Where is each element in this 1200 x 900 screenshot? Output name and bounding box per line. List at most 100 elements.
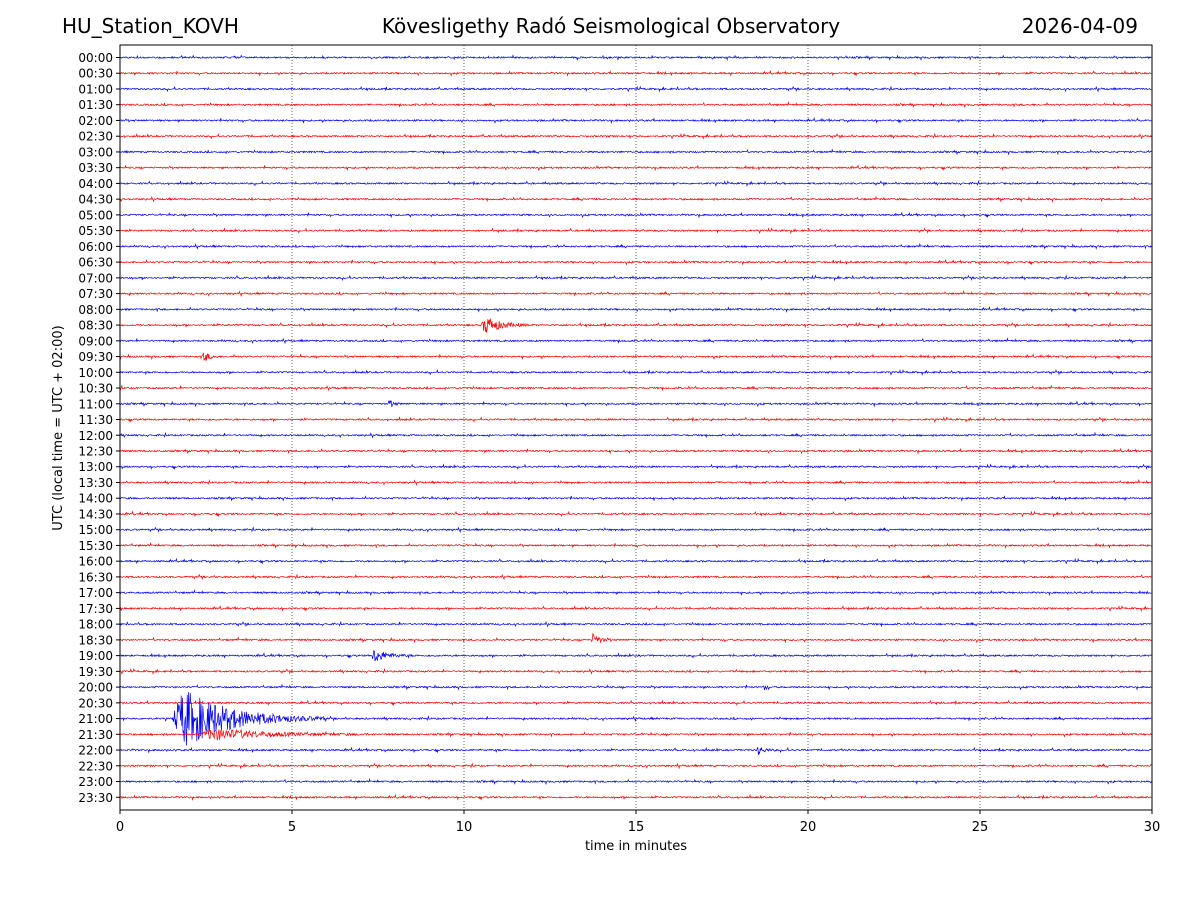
y-tick-label-2130: 21:30: [78, 728, 113, 742]
y-tick-label-0730: 07:30: [78, 287, 113, 301]
trace-0330: [119, 164, 1152, 172]
y-tick-label-1030: 10:30: [78, 382, 113, 396]
y-tick-label-1330: 13:30: [78, 476, 113, 490]
y-tick-label-0000: 00:00: [78, 51, 113, 65]
y-tick-label-1900: 19:00: [78, 649, 113, 663]
trace-2300: [119, 777, 1152, 785]
trace-1030: [119, 384, 1152, 392]
y-tick-label-2030: 20:30: [78, 696, 113, 710]
trace-0130: [119, 101, 1152, 109]
trace-2200: [119, 746, 1152, 755]
trace-1700: [119, 589, 1152, 597]
trace-1530: [119, 541, 1152, 550]
station-name: HU_Station_KOVH: [62, 14, 239, 38]
trace-0230: [119, 132, 1152, 140]
y-tick-label-0500: 05:00: [78, 208, 113, 222]
x-tick-label-0: 0: [116, 820, 124, 835]
y-tick-label-1600: 16:00: [78, 555, 113, 569]
trace-1630: [119, 573, 1152, 581]
trace-0200: [119, 117, 1152, 125]
plot-date: 2026-04-09: [1021, 14, 1138, 38]
y-tick-label-2230: 22:30: [78, 759, 113, 773]
x-axis-label: time in minutes: [585, 839, 687, 854]
y-tick-label-0600: 06:00: [78, 240, 113, 254]
trace-2100: [119, 692, 1152, 746]
x-axis: 0 5 10 15 20 25 30: [116, 810, 1160, 835]
trace-0700: [119, 274, 1152, 282]
y-axis-label: UTC (local time = UTC + 02:00): [51, 325, 66, 530]
y-tick-label-1130: 11:30: [78, 413, 113, 427]
trace-0100: [119, 85, 1152, 93]
y-tick-label-1100: 11:00: [78, 397, 113, 411]
grid-lines: [291, 45, 981, 810]
y-tick-label-0630: 06:30: [78, 256, 113, 270]
y-tick-label-1200: 12:00: [78, 429, 113, 443]
trace-1100: [119, 399, 1152, 408]
trace-0300: [119, 148, 1152, 156]
observatory-title: Kövesligethy Radó Seismological Observat…: [381, 14, 841, 38]
y-tick-label-0300: 03:00: [78, 145, 113, 159]
y-tick-label-0030: 00:30: [78, 67, 113, 81]
y-tick-label-0200: 02:00: [78, 114, 113, 128]
trace-1000: [119, 368, 1152, 376]
y-tick-label-0230: 02:30: [78, 130, 113, 144]
y-tick-label-0830: 08:30: [78, 319, 113, 333]
trace-0000: [119, 54, 1152, 61]
x-tick-label-30: 30: [1144, 820, 1161, 835]
trace-2000: [119, 683, 1152, 691]
y-tick-label-0900: 09:00: [78, 334, 113, 348]
y-tick-label-1300: 13:00: [78, 460, 113, 474]
y-tick-label-2100: 21:00: [78, 712, 113, 726]
y-tick-label-1930: 19:30: [78, 665, 113, 679]
y-tick-label-2000: 20:00: [78, 681, 113, 695]
trace-2330: [119, 793, 1152, 801]
trace-1500: [119, 526, 1152, 534]
trace-0400: [119, 180, 1152, 187]
trace-1200: [119, 431, 1152, 439]
y-tick-label-1230: 12:30: [78, 445, 113, 459]
trace-1130: [119, 416, 1152, 424]
y-tick-label-2200: 22:00: [78, 744, 113, 758]
x-tick-label-5: 5: [288, 820, 296, 835]
x-tick-label-15: 15: [628, 820, 645, 835]
y-tick-label-1530: 15:30: [78, 539, 113, 553]
y-tick-label-1830: 18:30: [78, 633, 113, 647]
y-tick-label-1500: 15:00: [78, 523, 113, 537]
trace-1330: [119, 478, 1152, 486]
trace-0930: [119, 352, 1152, 362]
trace-2130: [119, 728, 1152, 741]
trace-1930: [119, 667, 1152, 675]
y-tick-label-2300: 23:00: [78, 775, 113, 789]
trace-1600: [119, 557, 1152, 565]
trace-1430: [119, 510, 1152, 518]
trace-1230: [119, 447, 1152, 455]
y-tick-label-1400: 14:00: [78, 492, 113, 506]
y-tick-label-0800: 08:00: [78, 303, 113, 317]
x-tick-label-20: 20: [800, 820, 817, 835]
traces: [119, 54, 1152, 801]
y-tick-label-0130: 01:30: [78, 98, 113, 112]
y-tick-label-1000: 10:00: [78, 366, 113, 380]
trace-1900: [119, 649, 1152, 662]
y-tick-label-0700: 07:00: [78, 271, 113, 285]
trace-0800: [119, 305, 1152, 313]
trace-1300: [119, 463, 1152, 471]
trace-1400: [119, 495, 1152, 502]
trace-1800: [119, 620, 1152, 628]
trace-2030: [119, 699, 1152, 707]
y-tick-label-0400: 04:00: [78, 177, 113, 191]
y-tick-label-1430: 14:30: [78, 507, 113, 521]
y-tick-label-0930: 09:30: [78, 350, 113, 364]
trace-1830: [119, 632, 1152, 644]
trace-1730: [119, 604, 1152, 612]
x-tick-label-10: 10: [456, 820, 473, 835]
trace-0530: [119, 227, 1152, 235]
trace-0830: [119, 318, 1152, 333]
y-tick-label-1630: 16:30: [78, 570, 113, 584]
y-tick-label-2330: 23:30: [78, 791, 113, 805]
y-tick-label-1800: 18:00: [78, 618, 113, 632]
y-tick-label-0330: 03:30: [78, 161, 113, 175]
trace-2230: [119, 762, 1152, 770]
